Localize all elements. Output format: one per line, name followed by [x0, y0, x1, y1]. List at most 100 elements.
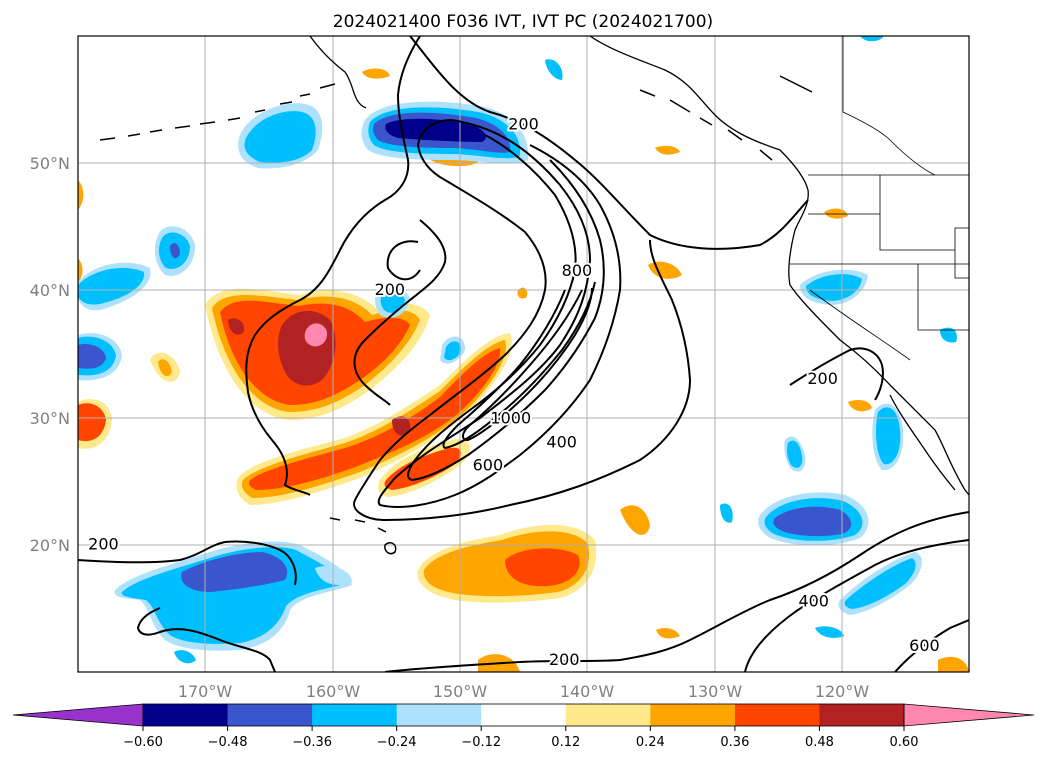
british-columbia-islands — [639, 75, 813, 161]
negative-anomaly-region — [121, 547, 344, 644]
ivt-contour-600 — [407, 134, 605, 482]
negative-anomaly-region — [844, 558, 916, 609]
negative-anomaly-region — [815, 626, 844, 638]
lon-tick-label: 130°W — [688, 682, 743, 701]
colorbar-segment — [565, 704, 651, 726]
ivt-contour-label: 1000 — [490, 408, 531, 427]
positive-anomaly-region — [656, 628, 680, 639]
coastlines — [99, 36, 969, 555]
positive-anomaly-region — [655, 145, 680, 155]
colorbar-extend-low — [12, 703, 144, 727]
ivt-contour-200 — [353, 219, 447, 406]
colorbar-tick-label: 0.36 — [720, 735, 749, 750]
negative-anomaly-region — [545, 59, 563, 80]
ivt-contour-label: 400 — [546, 433, 577, 452]
lon-tick-label: 120°W — [815, 682, 870, 701]
positive-anomaly-region — [848, 400, 872, 412]
negative-anomaly-region — [806, 274, 862, 301]
ivt-contour-labels: 200 200 800 1000 400 600 200 200 200 400 600 — [86, 113, 942, 672]
lat-tick-labels: 50°N 40°N 30°N 20°N — [30, 154, 70, 555]
negative-anomaly-region — [876, 407, 901, 465]
negative-anomaly-region — [444, 341, 462, 361]
colorbar-tick-label: −0.48 — [208, 735, 248, 750]
political-borders — [790, 36, 969, 361]
ivt-contour-800 — [442, 281, 596, 450]
baja-coastline — [889, 394, 956, 491]
ivt-contour-label: 200 — [508, 115, 539, 134]
ivt-pc-shading — [78, 36, 969, 672]
map-area: 200 200 800 1000 400 600 200 200 200 400 600 — [78, 36, 969, 672]
colorbar-segment — [312, 704, 398, 726]
positive-anomaly-region — [158, 359, 172, 377]
negative-anomaly-region — [181, 552, 288, 592]
ivt-contour-label: 400 — [798, 592, 829, 611]
negative-anomaly-region — [940, 327, 957, 343]
lon-tick-label: 150°W — [433, 682, 488, 701]
positive-anomaly-region — [620, 505, 650, 535]
lon-tick-labels: 170°W 160°W 150°W 140°W 130°W 120°W — [178, 682, 870, 701]
positive-anomaly-region — [938, 656, 969, 672]
ivt-contour-200 — [353, 119, 692, 522]
colorbar-tick-label: 0.60 — [890, 735, 919, 750]
aleutian-islands — [99, 83, 336, 141]
positive-anomaly-region — [505, 548, 580, 587]
colorbar-extend-high — [903, 703, 1035, 727]
state-borders — [790, 175, 969, 361]
ivt-contour-label: 200 — [88, 534, 119, 553]
gridlines — [78, 36, 969, 672]
positive-anomaly-region — [392, 416, 411, 436]
positive-anomaly-region — [517, 287, 528, 299]
colorbar-frame — [142, 703, 905, 727]
negative-anomaly-region — [720, 503, 733, 523]
colorbar: −0.60 −0.48 −0.36 −0.24 −0.12 0.12 0.24 0.36 0.4… — [12, 703, 1035, 750]
colorbar-segment — [227, 704, 313, 726]
map-title: 2024021400 F036 IVT, IVT PC (2024021700) — [333, 12, 713, 32]
lon-tick-label: 160°W — [306, 682, 361, 701]
ivt-contour-400 — [744, 539, 969, 672]
ivt-contour-label: 200 — [375, 280, 406, 299]
negative-anomaly-region — [380, 289, 405, 313]
positive-anomaly-region — [304, 323, 328, 347]
lat-tick-label: 30°N — [30, 409, 70, 428]
alaska-canada-border — [842, 36, 936, 176]
ivt-contour-600 — [894, 619, 969, 672]
negative-anomaly-region — [170, 243, 180, 259]
north-america-coastline — [589, 36, 969, 496]
negative-anomaly-region — [174, 650, 196, 664]
positive-anomaly-region — [78, 180, 84, 210]
ivt-contour-label: 200 — [807, 369, 838, 388]
ivt-contours — [78, 36, 969, 672]
negative-anomaly-region — [787, 440, 803, 468]
colorbar-tick-label: 0.48 — [805, 735, 834, 750]
colorbar-segment — [481, 704, 567, 726]
colorbar-tick-label: −0.60 — [123, 735, 163, 750]
ivt-contour-200 — [245, 36, 421, 496]
negative-anomaly-region — [860, 36, 884, 42]
positive-anomaly-region — [362, 68, 390, 79]
ivt-contour-label: 800 — [562, 261, 593, 280]
alaska-peninsula-coastline — [309, 36, 367, 109]
negative-anomaly-region — [78, 344, 106, 369]
ivt-contour-1000 — [462, 287, 593, 442]
negative-anomaly-region — [385, 118, 486, 142]
ivt-contour-200 — [384, 511, 969, 672]
negative-anomaly-region — [773, 506, 852, 537]
lat-tick-label: 20°N — [30, 536, 70, 555]
lon-tick-label: 140°W — [560, 682, 615, 701]
lat-tick-label: 40°N — [30, 281, 70, 300]
colorbar-tick-label: −0.12 — [461, 735, 501, 750]
negative-anomaly-region — [244, 111, 316, 163]
lon-tick-label: 170°W — [178, 682, 233, 701]
negative-anomaly-region — [78, 268, 145, 305]
lat-tick-label: 50°N — [30, 154, 70, 173]
colorbar-segment — [143, 704, 229, 726]
ivt-contour-200 — [386, 240, 421, 281]
colorbar-tick-label: −0.36 — [292, 735, 332, 750]
colorbar-segment — [819, 704, 905, 726]
positive-anomaly-region — [228, 318, 245, 335]
ivt-contour-label: 600 — [909, 636, 940, 655]
colorbar-segment — [650, 704, 736, 726]
colorbar-tick-label: 0.24 — [636, 735, 665, 750]
ivt-contour-400 — [377, 121, 622, 508]
